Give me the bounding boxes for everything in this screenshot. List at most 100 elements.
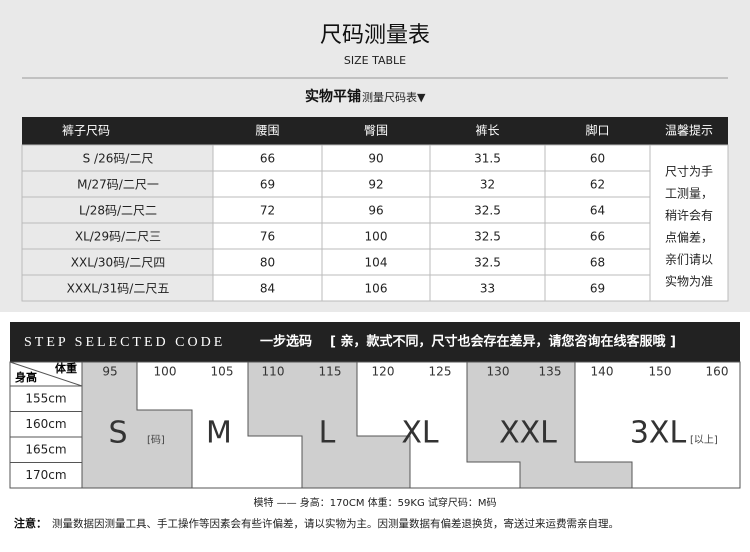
caption-sub: 测量尺码表▼ (362, 90, 426, 104)
model-info: 模特 —— 身高：170CM 体重：59KG 试穿尺码：M码 (253, 496, 496, 509)
measure-value: 60 (590, 152, 605, 166)
size-label: XXXL/31码/二尺五 (67, 282, 170, 296)
measure-value: 104 (365, 256, 388, 270)
step-title-cn: 一步选码 (260, 334, 312, 350)
weight-label: 体重 (55, 361, 77, 375)
measure-value: 90 (368, 152, 383, 166)
height: 160cm (25, 417, 66, 431)
measure-value: 62 (590, 178, 605, 192)
caption-main: 实物平铺 (305, 88, 361, 105)
size-cell (21, 196, 214, 224)
notice: 测量数据因测量工具、手工操作等因素会有些许偏差，请以实物为主。因测量数据有偏差退… (52, 517, 619, 530)
title: 尺码测量表 (320, 23, 430, 48)
measure-value: 84 (260, 282, 275, 296)
size-region (466, 361, 633, 489)
cell (544, 144, 651, 172)
table-header (22, 117, 728, 145)
note-line: 亲们请以 (665, 252, 713, 267)
measure-value: 76 (260, 230, 275, 244)
cell (429, 170, 546, 198)
subtitle: SIZE TABLE (344, 54, 406, 67)
header-diagonal (9, 361, 83, 387)
measure-value: 32 (480, 178, 495, 192)
weight: 115 (319, 365, 342, 379)
size-cell (21, 170, 214, 198)
cell (212, 222, 323, 250)
cell (429, 196, 546, 224)
cell (321, 196, 431, 224)
measure-value: 69 (260, 178, 275, 192)
height: 170cm (25, 468, 66, 482)
size-code: XL (401, 416, 439, 451)
weight: 160 (706, 365, 729, 379)
note-line: 实物为准 (665, 274, 713, 289)
weight: 140 (591, 365, 614, 379)
cell (212, 196, 323, 224)
note-line: 工测量， (665, 187, 713, 201)
size-region (247, 361, 411, 489)
weight: 100 (154, 365, 177, 379)
column-header: 裤子尺码 (62, 124, 110, 138)
note-line: 稍许会有 (665, 209, 713, 223)
measure-value: 106 (365, 282, 388, 296)
size-note: [码] (147, 434, 165, 446)
measure-value: 92 (368, 178, 383, 192)
column-header: 脚口 (585, 123, 609, 138)
note-line: 点偏差， (665, 230, 713, 245)
cell (429, 248, 546, 276)
height: 155cm (25, 392, 66, 406)
size-code: M (206, 416, 232, 451)
weight: 95 (102, 365, 117, 379)
size-cell (21, 144, 214, 172)
cell (544, 222, 651, 250)
weight: 110 (262, 365, 285, 379)
cell (321, 144, 431, 172)
column-header: 臀围 (364, 124, 388, 138)
size-code: L (319, 416, 336, 451)
size-label: S /26码/二尺 (83, 152, 154, 166)
size-label: L/28码/二尺二 (79, 204, 157, 218)
size-code: S (108, 416, 127, 451)
measure-value: 96 (368, 204, 383, 218)
column-header: 腰围 (255, 124, 279, 138)
cell (321, 170, 431, 198)
measure-value: 64 (590, 204, 605, 218)
measure-value: 80 (260, 256, 275, 270)
cell (429, 274, 546, 302)
cell (321, 274, 431, 302)
weight: 135 (539, 365, 562, 379)
measure-value: 32.5 (474, 230, 501, 244)
measure-value: 66 (590, 230, 605, 244)
step-title: STEP SELECTED CODE (24, 335, 225, 350)
weight: 125 (429, 365, 452, 379)
measure-value: 32.5 (474, 256, 501, 270)
notice-label: 注意： (14, 516, 47, 530)
note-cell (649, 144, 729, 302)
size-label: M/27码/二尺一 (77, 178, 159, 192)
weight: 105 (211, 365, 234, 379)
measure-value: 31.5 (474, 152, 501, 166)
weight: 120 (372, 365, 395, 379)
cell (321, 248, 431, 276)
measure-value: 100 (365, 230, 388, 244)
weight: 130 (487, 365, 510, 379)
measure-value: 68 (590, 256, 605, 270)
measure-value: 32.5 (474, 204, 501, 218)
column-header: 温馨提示 (665, 123, 713, 138)
size-label: XXL/30码/二尺四 (71, 256, 165, 270)
column-header: 裤长 (475, 124, 499, 138)
step-bar (10, 322, 740, 362)
height: 165cm (25, 443, 66, 457)
measure-value: 66 (260, 152, 275, 166)
cell (212, 274, 323, 302)
size-code: 3XL (630, 416, 687, 451)
measure-value: 33 (480, 282, 495, 296)
size-label: XL/29码/二尺三 (75, 230, 161, 244)
height-label: 身高 (15, 370, 37, 384)
note-line: 尺寸为手 (665, 165, 713, 179)
weight: 150 (649, 365, 672, 379)
size-note: [以上] (690, 434, 718, 446)
step-notice: [ 亲，款式不同，尺寸也会存在差异，请您咨询在线客服哦 ] (330, 334, 676, 350)
